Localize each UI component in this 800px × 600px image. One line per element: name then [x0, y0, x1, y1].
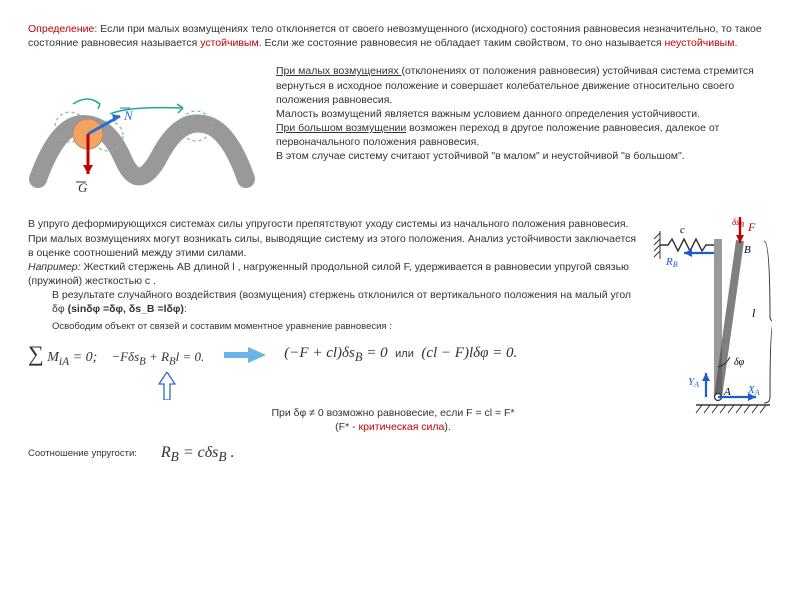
stable-word: устойчивым.	[200, 37, 261, 49]
svg-text:RB: RB	[665, 256, 678, 269]
arrow-icon	[222, 346, 266, 364]
large-pert-u: При большом возмущении	[276, 122, 406, 134]
equation-row: ∑ MiA = 0; −FδsB + RBl = 0. (−F + cl)δsB…	[28, 339, 638, 370]
small-pert-u: При малых возмущениях	[276, 65, 402, 77]
moment-caption: Освободим объект от связей и составим мо…	[52, 321, 638, 334]
elasticity-label: Соотношение упругости:	[28, 448, 137, 461]
svg-text:l: l	[752, 306, 756, 320]
up-arrow-icon	[158, 372, 638, 404]
definition-block: Определение: Если при малых возмущениях …	[28, 22, 772, 50]
svg-text:δφ: δφ	[734, 357, 745, 368]
svg-text:A: A	[723, 386, 731, 398]
svg-text:B: B	[744, 244, 751, 256]
rod-diagram: c F δsB B RB l	[652, 217, 772, 466]
elastic-text: В упруго деформирующихся системах силы у…	[28, 217, 638, 466]
example-label: Например:	[28, 261, 81, 273]
svg-text:XA: XA	[747, 384, 760, 397]
svg-text:c: c	[680, 224, 685, 236]
svg-text:F: F	[747, 220, 756, 234]
definition-text2: Если же состояние равновесия не обладает…	[262, 37, 665, 49]
svg-text:δsB: δsB	[732, 217, 745, 229]
unstable-word: неустойчивым.	[664, 37, 737, 49]
svg-text:YA: YA	[688, 376, 699, 389]
definition-label: Определение:	[28, 23, 97, 35]
perturbation-text: При малых возмущениях (отклонениях от по…	[276, 64, 772, 207]
n-label: N	[123, 108, 134, 123]
wave-diagram: N G	[28, 64, 258, 207]
